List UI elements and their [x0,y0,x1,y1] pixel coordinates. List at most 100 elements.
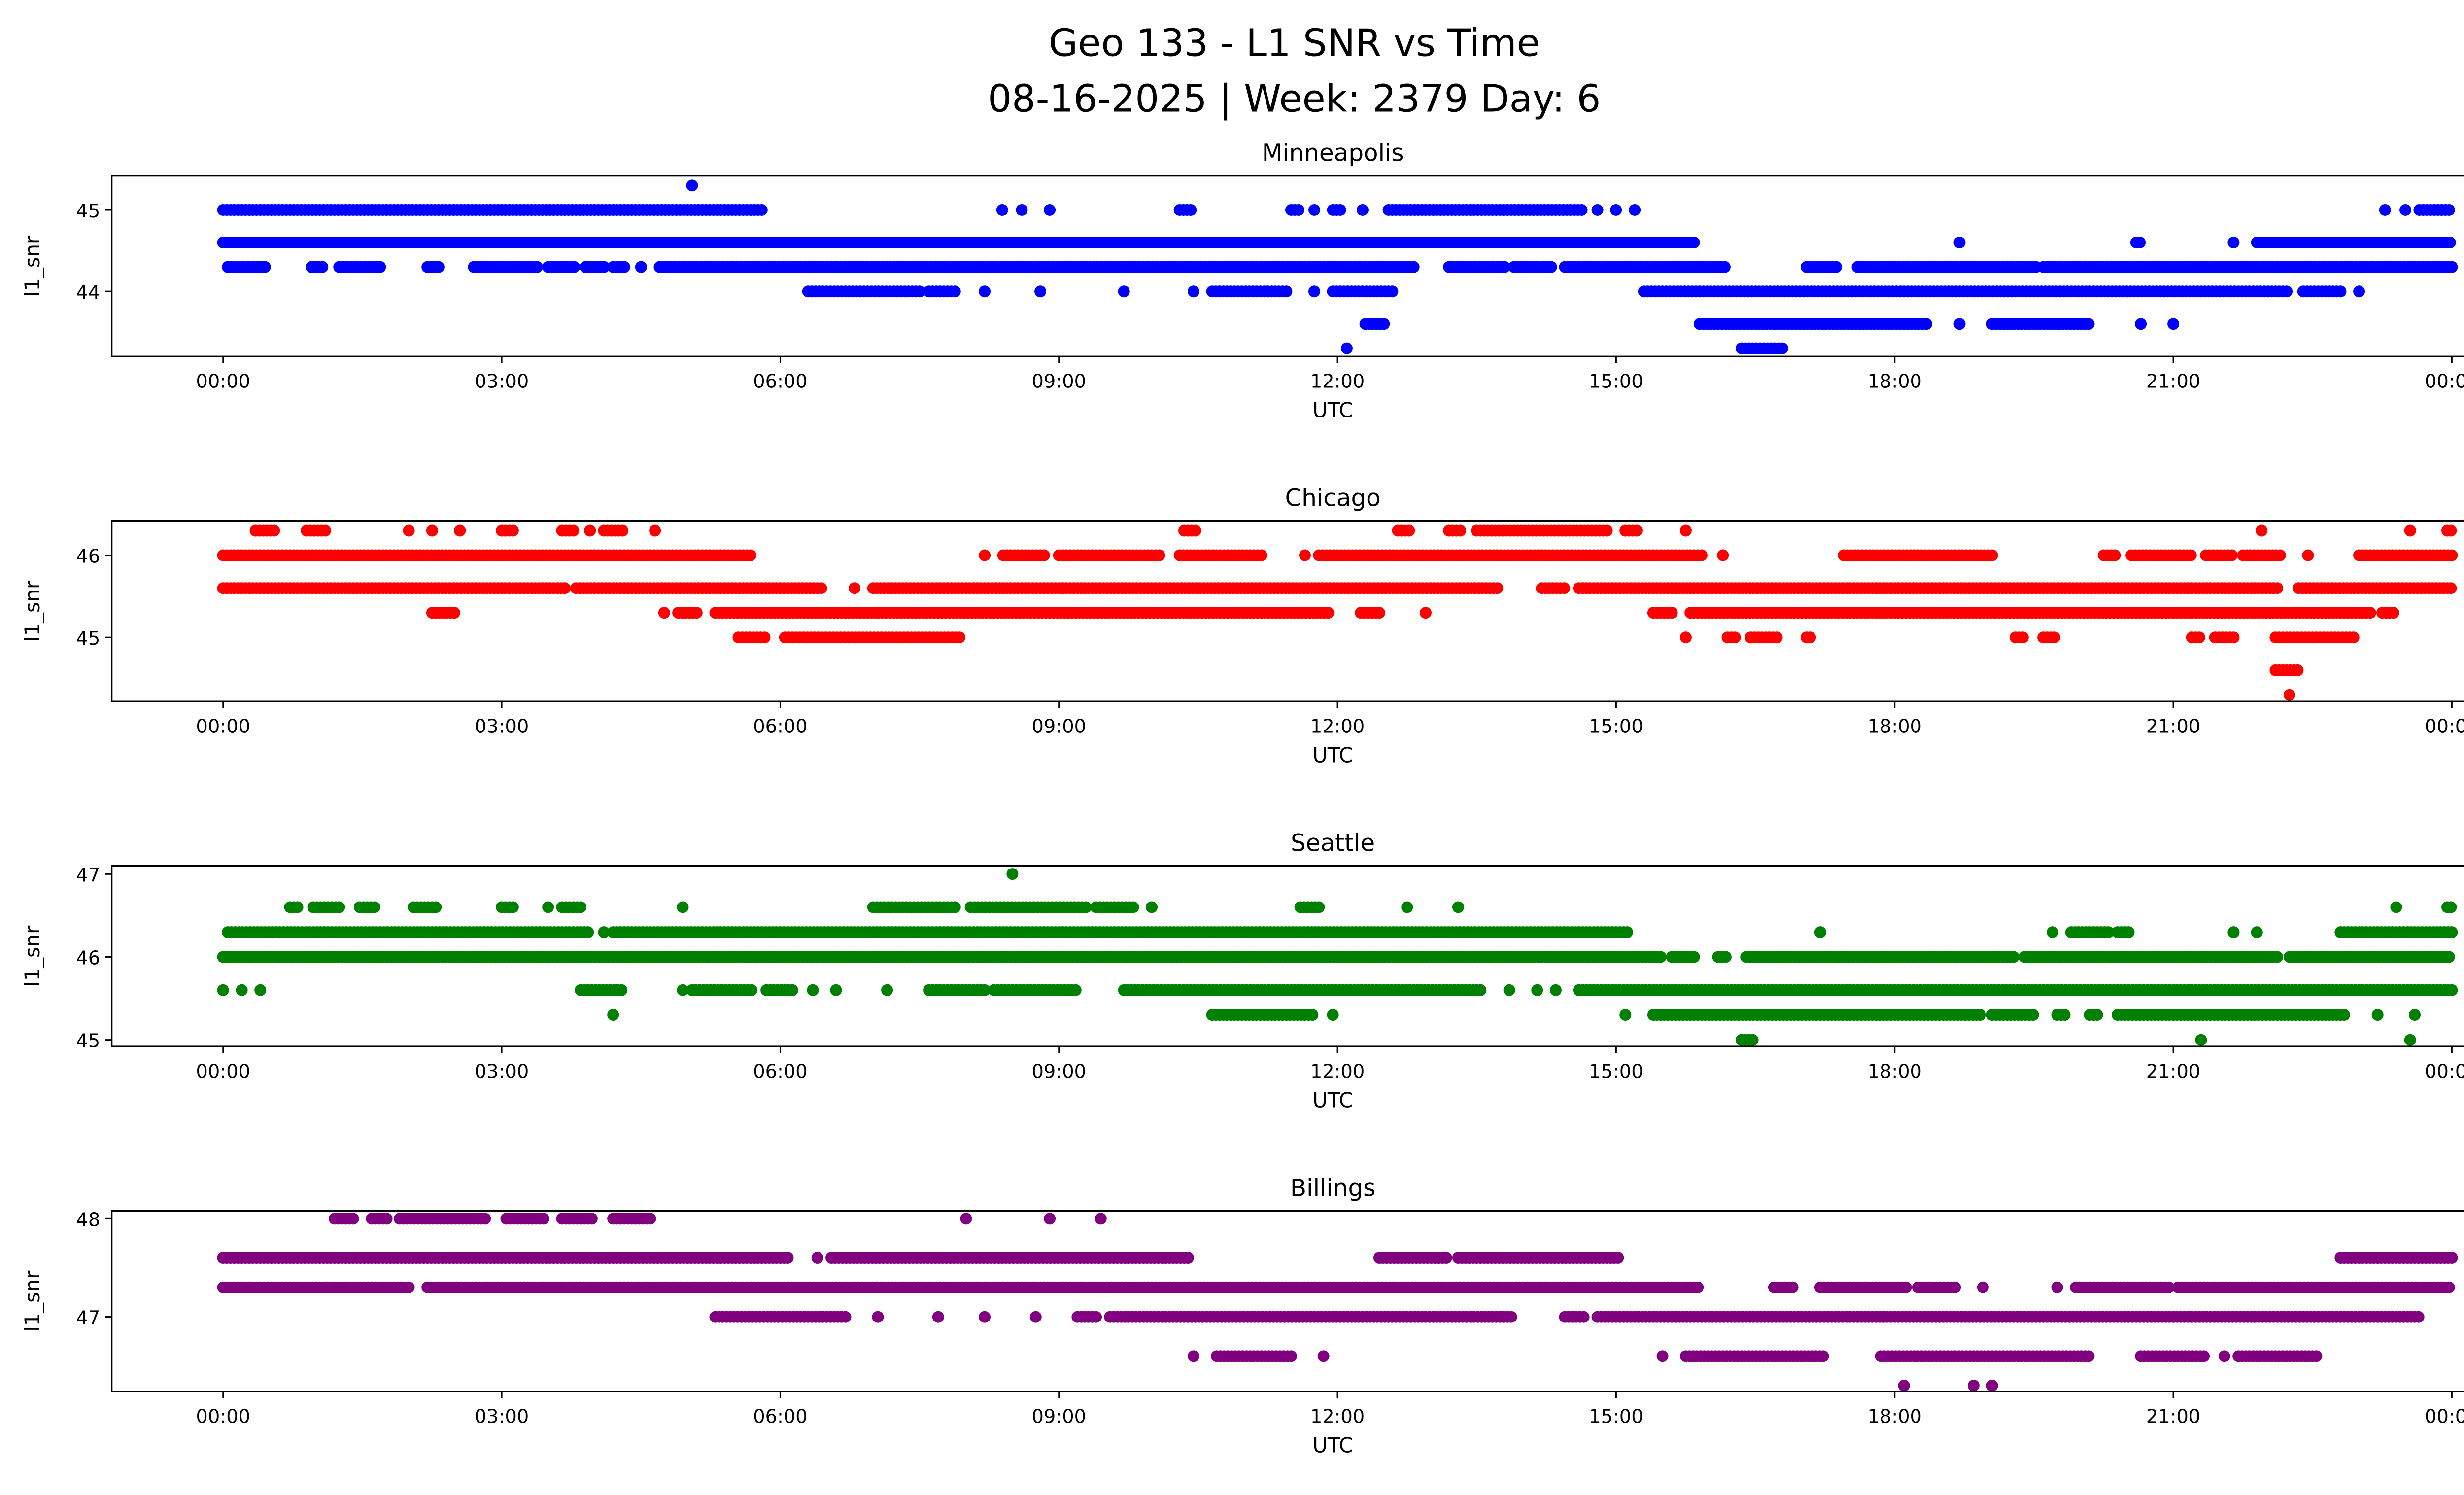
data-point [1830,261,1842,273]
x-axis-label: UTC [1312,398,1353,422]
data-point [2007,951,2019,963]
data-point [567,524,580,537]
data-point [1334,204,1346,216]
data-point [2390,901,2402,913]
data-point [1503,984,1515,996]
data-point [815,582,827,594]
data-point [746,984,758,996]
data-point [2387,607,2399,619]
data-points [217,524,2458,701]
data-point [954,631,966,644]
data-point [236,984,248,996]
x-tick-label: 09:00 [1032,371,1086,393]
data-point [2047,926,2059,939]
data-point [1610,204,1622,216]
y-tick-label: 45 [76,627,101,650]
data-point [347,1213,359,1225]
chart-title-line2: 08-16-2025 | Week: 2379 Day: 6 [988,77,1601,121]
data-point [979,285,991,298]
data-point [1549,984,1562,996]
data-point [2445,582,2457,594]
x-tick-label: 15:00 [1589,371,1643,393]
chart-title-line1: Geo 133 - L1 SNR vs Time [1049,21,1540,65]
data-point [1666,607,1678,619]
data-point [1531,984,1543,996]
y-axis-label: l1_snr [20,235,44,297]
data-point [1771,631,1783,644]
x-tick-label: 09:00 [1032,716,1086,738]
data-point [291,901,304,913]
data-point [1814,926,1826,939]
x-tick-label: 06:00 [753,1060,807,1082]
data-point [914,285,926,298]
x-tick-label: 00:00 [196,371,250,393]
data-point [2167,318,2180,330]
data-point [1545,261,1557,273]
data-point [758,631,771,644]
data-point [1403,524,1415,537]
data-point [380,1213,393,1225]
data-point [2445,524,2457,537]
data-point [2271,582,2284,594]
x-tick-label: 00:00 [2425,371,2464,393]
data-point [2379,204,2391,216]
data-point [1454,524,1466,537]
data-point [1401,901,1413,913]
data-point [1322,607,1335,619]
data-point [1986,549,1998,561]
data-point [849,582,861,594]
data-points [217,179,2458,354]
data-point [1601,524,1613,537]
data-point [1679,631,1692,644]
data-point [2292,664,2304,676]
x-tick-label: 21:00 [2146,1060,2200,1082]
data-point [403,524,415,537]
data-point [1340,342,1353,354]
data-point [881,984,893,996]
data-point [1299,549,1311,561]
x-tick-label: 00:00 [196,1060,250,1082]
data-point [319,524,331,537]
y-tick-label: 45 [76,1030,101,1052]
y-tick-label: 45 [76,200,101,222]
data-point [2135,318,2147,330]
data-point [2227,236,2240,248]
data-point [690,607,703,619]
data-point [1974,1009,1986,1021]
data-points [217,868,2458,1046]
data-point [1718,261,1731,273]
x-tick-label: 12:00 [1310,371,1365,393]
x-tick-label: 03:00 [475,716,529,738]
data-point [2256,524,2268,537]
data-point [2251,926,2263,939]
x-tick-label: 15:00 [1589,716,1643,738]
data-point [507,901,519,913]
data-point [1419,607,1432,619]
data-point [1679,524,1692,537]
data-point [2281,285,2293,298]
data-point [1804,631,1816,644]
data-point [2122,926,2135,939]
data-point [1953,236,1966,248]
data-point [1080,901,1092,913]
data-point [1695,549,1708,561]
data-point [607,1009,619,1021]
x-tick-label: 03:00 [475,1060,529,1082]
data-point [1378,318,1390,330]
data-point [2048,631,2060,644]
data-point [1729,631,1741,644]
data-point [1920,318,1932,330]
data-point [2404,524,2416,537]
data-point [316,261,329,273]
data-point [616,524,629,537]
data-point [259,261,271,273]
data-point [1776,342,1788,354]
data-point [2083,318,2095,330]
data-point [217,984,229,996]
data-point [1407,261,1420,273]
subplot-title: Minneapolis [1262,139,1404,167]
data-point [2195,1034,2207,1046]
data-point [1630,524,1643,537]
